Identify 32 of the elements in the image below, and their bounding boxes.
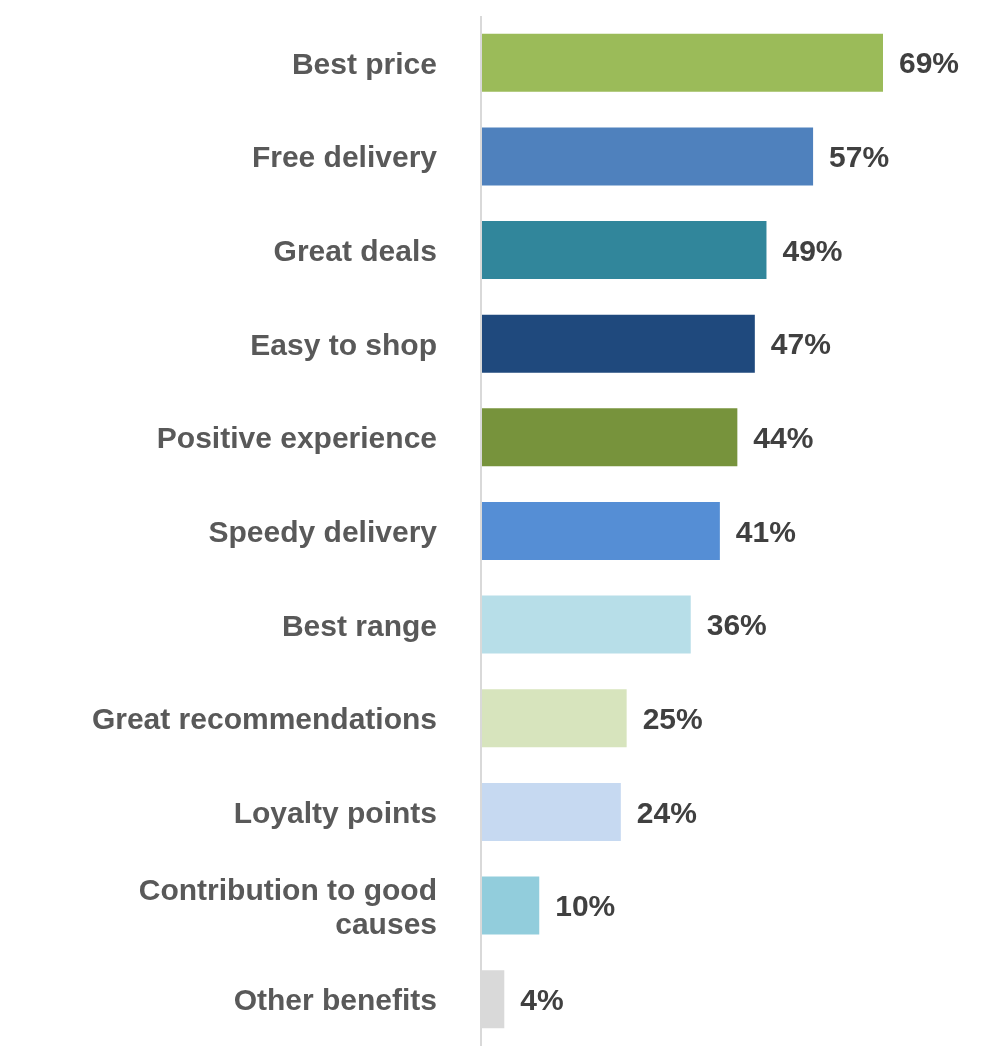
data-label: 69% bbox=[899, 46, 960, 80]
data-label: 49% bbox=[782, 233, 843, 267]
data-label: 44% bbox=[753, 420, 814, 454]
data-label: 10% bbox=[555, 889, 616, 923]
data-label: 4% bbox=[520, 982, 564, 1016]
data-label: 41% bbox=[735, 514, 796, 548]
y-tick-label: Speedy delivery bbox=[208, 514, 438, 548]
y-tick-label: Contribution to good causes bbox=[138, 872, 437, 940]
y-tick-label: Other benefits bbox=[233, 982, 437, 1016]
bar bbox=[481, 127, 814, 186]
data-label: 25% bbox=[642, 701, 703, 735]
y-tick-label: Free delivery bbox=[251, 139, 438, 173]
y-tick-label: Best price bbox=[291, 46, 437, 80]
bar bbox=[481, 314, 755, 373]
bar bbox=[481, 595, 691, 654]
y-tick-label: Easy to shop bbox=[250, 327, 437, 361]
bar bbox=[481, 689, 627, 748]
data-label: 24% bbox=[636, 795, 697, 829]
bar bbox=[481, 782, 621, 841]
y-tick-label: Great deals bbox=[273, 233, 437, 267]
y-tick-label: Positive experience bbox=[156, 420, 437, 454]
data-label: 57% bbox=[829, 140, 890, 174]
y-tick-label: Great recommendations bbox=[91, 701, 437, 735]
bar bbox=[481, 221, 767, 280]
data-label: 47% bbox=[770, 327, 831, 361]
bar bbox=[481, 33, 883, 92]
bar bbox=[481, 501, 720, 560]
y-tick-label: Best range bbox=[281, 608, 437, 642]
bar bbox=[481, 876, 540, 935]
y-tick-label: Loyalty points bbox=[233, 795, 437, 829]
data-label: 36% bbox=[706, 608, 767, 642]
bar bbox=[481, 408, 738, 467]
